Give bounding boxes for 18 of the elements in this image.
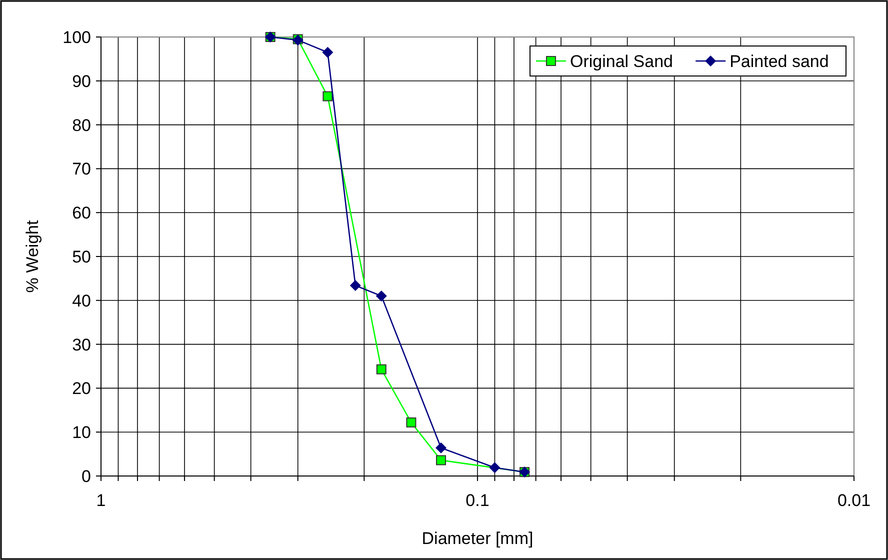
y-tick-label: 50 <box>72 248 91 266</box>
x-axis-title: Diameter [mm] <box>422 529 534 548</box>
x-tick-label: 0.1 <box>466 491 490 510</box>
y-tick-label: 0 <box>82 467 91 486</box>
x-tick-label: 1 <box>96 491 106 510</box>
y-axis-title: % Weight <box>23 220 42 293</box>
legend-label: Painted sand <box>730 52 829 71</box>
y-tick-label: 30 <box>72 335 91 354</box>
y-tick-label: 60 <box>72 204 91 223</box>
y-tick-label: 40 <box>72 291 91 310</box>
legend-label: Original Sand <box>570 52 674 71</box>
y-tick-label: 100 <box>62 28 91 47</box>
y-tick-label: 10 <box>72 423 91 442</box>
y-tick-label: 70 <box>72 160 91 179</box>
y-tick-label: 90 <box>72 72 91 91</box>
x-tick-label: 0.01 <box>837 491 871 510</box>
y-tick-label: 20 <box>72 379 91 398</box>
y-tick-label: 80 <box>72 116 91 135</box>
